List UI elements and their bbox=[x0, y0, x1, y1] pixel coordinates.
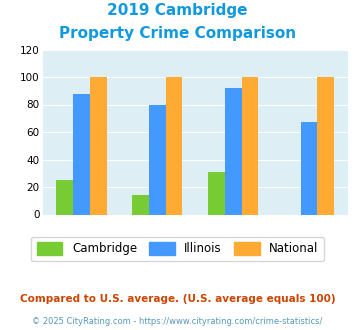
Text: © 2025 CityRating.com - https://www.cityrating.com/crime-statistics/: © 2025 CityRating.com - https://www.city… bbox=[32, 317, 323, 326]
Bar bbox=[73, 93, 90, 214]
Text: 2019 Cambridge: 2019 Cambridge bbox=[107, 3, 248, 18]
Bar bbox=[208, 172, 225, 214]
Bar bbox=[56, 180, 73, 214]
Text: Property Crime Comparison: Property Crime Comparison bbox=[59, 26, 296, 41]
Bar bbox=[301, 122, 317, 214]
Bar bbox=[317, 77, 334, 214]
Bar bbox=[225, 88, 241, 214]
Bar bbox=[149, 105, 166, 214]
Bar bbox=[166, 77, 182, 214]
Text: Compared to U.S. average. (U.S. average equals 100): Compared to U.S. average. (U.S. average … bbox=[20, 294, 335, 304]
Bar bbox=[90, 77, 106, 214]
Bar bbox=[132, 195, 149, 214]
Legend: Cambridge, Illinois, National: Cambridge, Illinois, National bbox=[31, 237, 324, 261]
Bar bbox=[241, 77, 258, 214]
